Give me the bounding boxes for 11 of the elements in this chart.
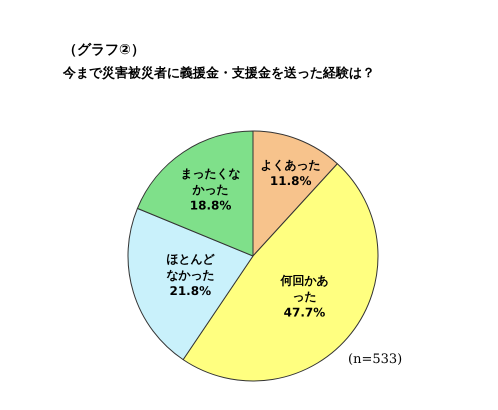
slice-label: ほとんどなかった xyxy=(166,252,216,282)
text: (n=533) xyxy=(348,352,402,367)
chart-subtitle: 今まで災害被災者に義援金・支援金を送った経験は？ xyxy=(62,65,375,81)
data-label: 47.7% xyxy=(284,306,326,320)
slice-label: まったくなかった xyxy=(180,166,241,197)
slice-label: 何回かあった xyxy=(279,274,328,304)
data-label: 11.8% xyxy=(270,174,312,188)
data-label: 18.8% xyxy=(190,198,232,213)
data-label: 21.8% xyxy=(169,284,212,298)
chart-title: （グラフ②） xyxy=(63,42,145,58)
slice-label: よくあった xyxy=(260,158,321,172)
